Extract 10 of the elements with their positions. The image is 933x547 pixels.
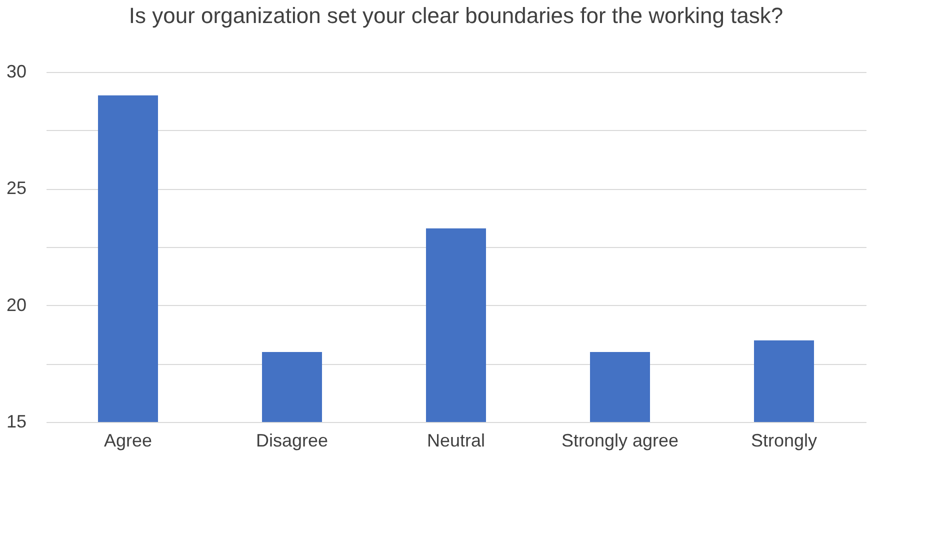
x-tick-label: Disagree bbox=[256, 430, 328, 450]
y-tick-label: 15 bbox=[6, 412, 26, 432]
x-tick-label: Strongly agree bbox=[561, 430, 679, 450]
y-tick-label: 30 bbox=[6, 62, 26, 82]
y-tick-label: 20 bbox=[6, 294, 26, 315]
chart-title: Is your organization set your clear boundaries for the working task? bbox=[128, 3, 784, 28]
x-tick-label: Strongly bbox=[750, 430, 818, 450]
x-tick-label: Neutral bbox=[426, 430, 486, 450]
x-tick-label: Agree bbox=[104, 430, 152, 450]
y-tick-label: 25 bbox=[6, 178, 26, 198]
